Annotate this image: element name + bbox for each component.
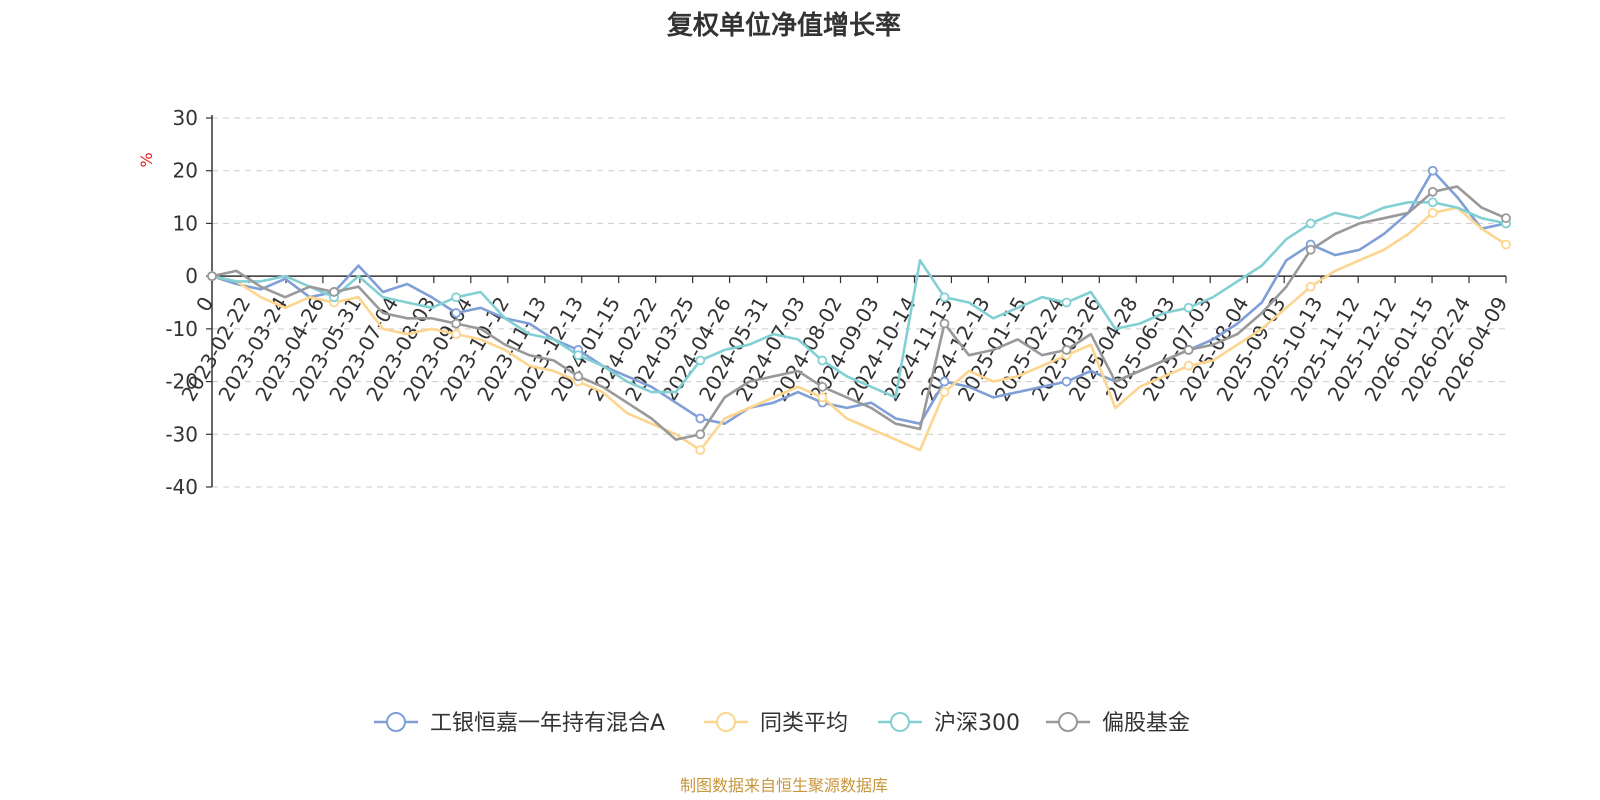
data-point [695,445,706,456]
data-point [573,371,584,382]
y-tick-label: -40 [165,475,198,499]
series-line-2 [211,201,1507,399]
data-point [1427,207,1438,218]
y-tick-label: 0 [185,264,198,288]
series-line-0 [211,169,1507,425]
y-tick-label: -30 [165,422,198,446]
data-point [1183,360,1194,371]
data-point [329,287,339,297]
data-point [1183,302,1194,313]
data-point [451,292,462,303]
legend-marker [890,712,910,732]
data-point [1305,281,1316,292]
data-point [817,355,828,366]
data-point [939,387,950,398]
source-note: 制图数据来自恒生聚源数据库 [680,776,888,795]
data-point [1305,218,1316,229]
data-point [1501,213,1511,224]
legend[interactable]: 工银恒嘉一年持有混合A 同类平均 沪深300 偏股基金 [374,711,1190,736]
x-tick-label: 0 [191,293,218,316]
data-point [1061,376,1072,387]
legend-item-3[interactable]: 偏股基金 [1046,711,1190,736]
y-tick-label: 30 [173,106,198,130]
legend-marker [1058,712,1078,732]
legend-item-2[interactable]: 沪深300 [878,711,1020,736]
data-point [939,318,950,329]
data-point [451,308,462,318]
data-point [817,381,828,392]
y-tick-label: -20 [165,370,198,394]
data-point [1501,239,1511,250]
legend-item-1[interactable]: 同类平均 [704,711,848,736]
data-point [695,355,706,366]
legend-label: 偏股基金 [1102,711,1190,736]
data-point [939,376,950,387]
legend-item-0[interactable]: 工银恒嘉一年持有混合A [374,711,665,736]
data-point [1427,165,1438,176]
data-point [695,413,706,424]
data-point [451,318,462,329]
data-point [1427,186,1438,197]
data-point [451,329,462,340]
data-point [1305,244,1316,255]
data-point [1183,345,1194,355]
y-axis-unit: % [137,152,156,167]
data-point [1427,197,1438,208]
y-tick-label: 10 [173,211,198,235]
data-point [1061,297,1072,308]
y-tick-label: -10 [165,317,198,341]
data-point [817,392,828,403]
data-point [939,292,950,303]
legend-label: 沪深300 [934,711,1020,736]
chart-title: 复权单位净值增长率 [667,10,901,41]
data-point [573,350,584,361]
legend-label: 同类平均 [760,711,848,736]
legend-marker [386,712,406,732]
grid-lines [211,115,1506,488]
y-axis-ticks: 30 20 10 0 -10 -20 -30 -40 [165,106,212,499]
series-lines [207,165,1511,456]
y-tick-label: 20 [173,159,198,183]
data-point [1061,345,1072,355]
data-point [207,271,217,282]
legend-label: 工银恒嘉一年持有混合A [430,711,665,736]
series-line-3 [211,185,1507,441]
data-point [695,429,706,440]
legend-marker [716,712,736,732]
series-line-1 [211,206,1507,452]
x-axis-ticks: 02023-02-222023-03-242023-04-262023-05-3… [176,276,1512,405]
